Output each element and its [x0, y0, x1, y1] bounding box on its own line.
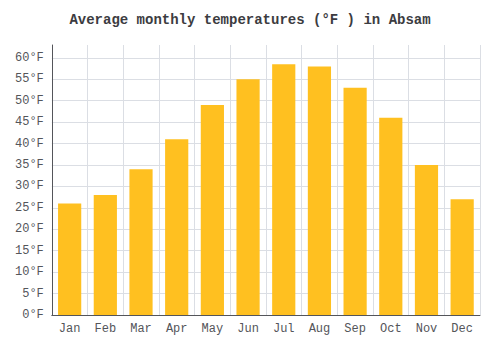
svg-text:55°F: 55°F	[15, 72, 44, 86]
svg-text:Apr: Apr	[166, 322, 188, 336]
svg-text:20°F: 20°F	[15, 222, 44, 236]
svg-text:50°F: 50°F	[15, 94, 44, 108]
svg-text:45°F: 45°F	[15, 115, 44, 129]
svg-text:60°F: 60°F	[15, 51, 44, 65]
svg-text:Dec: Dec	[451, 322, 473, 336]
svg-text:Mar: Mar	[130, 322, 152, 336]
svg-text:Feb: Feb	[95, 322, 117, 336]
svg-text:Nov: Nov	[416, 322, 438, 336]
svg-text:15°F: 15°F	[15, 244, 44, 258]
svg-text:Jan: Jan	[59, 322, 81, 336]
svg-text:40°F: 40°F	[15, 137, 44, 151]
svg-text:35°F: 35°F	[15, 158, 44, 172]
svg-text:Aug: Aug	[309, 322, 331, 336]
svg-text:Oct: Oct	[380, 322, 402, 336]
svg-text:30°F: 30°F	[15, 179, 44, 193]
svg-text:May: May	[202, 322, 224, 336]
svg-text:Sep: Sep	[344, 322, 366, 336]
svg-text:Jul: Jul	[273, 322, 295, 336]
svg-text:5°F: 5°F	[22, 287, 44, 301]
svg-text:Average monthly temperatures (: Average monthly temperatures (°F ) in Ab…	[69, 12, 430, 28]
svg-text:0°F: 0°F	[22, 308, 44, 322]
svg-text:Jun: Jun	[237, 322, 259, 336]
svg-text:10°F: 10°F	[15, 265, 44, 279]
svg-text:25°F: 25°F	[15, 201, 44, 215]
